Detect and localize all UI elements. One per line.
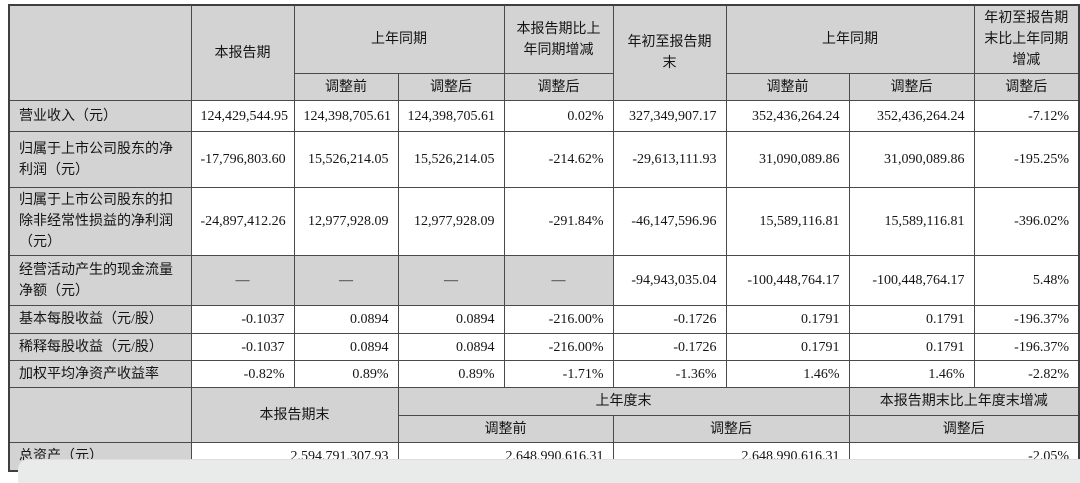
header-prior-year-end: 上年度末: [397, 387, 850, 416]
bottom-corner-cell: [8, 387, 192, 443]
value-cell: 1.46%: [725, 360, 850, 388]
subheader-before-adjustment: 调整前: [725, 73, 850, 101]
value-cell: 0.0894: [397, 305, 505, 334]
value-cell: 0.0894: [397, 333, 505, 361]
table-row-net-profit-excl-nonrecurring: 归属于上市公司股东的扣除非经常性损益的净利润（元） -24,897,412.26…: [8, 187, 1080, 256]
value-cell: -0.1037: [190, 333, 295, 361]
value-cell: -29,613,111.93: [612, 131, 727, 188]
value-cell: 31,090,089.86: [725, 131, 850, 188]
table-row-revenue: 营业收入（元） 124,429,544.95 124,398,705.61 12…: [8, 100, 1080, 132]
value-cell: 0.89%: [397, 360, 505, 388]
value-cell: -196.37%: [973, 333, 1080, 361]
value-cell: 31,090,089.86: [848, 131, 975, 188]
value-cell-empty: —: [397, 255, 505, 306]
value-cell: 0.1791: [848, 333, 975, 361]
value-cell: -196.37%: [973, 305, 1080, 334]
row-label: 基本每股收益（元/股）: [8, 305, 192, 334]
table-row-diluted-eps: 稀释每股收益（元/股） -0.1037 0.0894 0.0894 -216.0…: [8, 333, 1080, 361]
value-cell: 327,349,907.17: [612, 100, 727, 132]
value-cell: -17,796,803.60: [190, 131, 295, 188]
value-cell: 0.0894: [293, 333, 399, 361]
value-cell: -46,147,596.96: [612, 187, 727, 256]
value-cell: 352,436,264.24: [848, 100, 975, 132]
subheader-after-adjustment: 调整后: [848, 73, 975, 101]
header-ytd-period-end: 年初至报告期末: [612, 4, 727, 101]
value-cell: 15,526,214.05: [397, 131, 505, 188]
value-cell: -214.62%: [503, 131, 614, 188]
header-prior-year-same-period-2: 上年同期: [725, 4, 975, 74]
value-cell: 15,526,214.05: [293, 131, 399, 188]
value-cell: 12,977,928.09: [293, 187, 399, 256]
value-cell: -24,897,412.26: [190, 187, 295, 256]
value-cell: -195.25%: [973, 131, 1080, 188]
header-prior-year-same-period: 上年同期: [293, 4, 505, 74]
value-cell-empty: —: [190, 255, 295, 306]
row-label: 归属于上市公司股东的扣除非经常性损益的净利润（元）: [8, 187, 192, 256]
value-cell: -2.82%: [973, 360, 1080, 388]
value-cell: 5.48%: [973, 255, 1080, 306]
value-cell: 15,589,116.81: [725, 187, 850, 256]
value-cell: -216.00%: [503, 305, 614, 334]
subheader-after-adjustment: 调整后: [397, 73, 505, 101]
value-cell: 0.1791: [725, 333, 850, 361]
header-period-end-change: 本报告期末比上年度末增减: [848, 387, 1080, 416]
table-row-net-profit: 归属于上市公司股东的净利润（元） -17,796,803.60 15,526,2…: [8, 131, 1080, 188]
value-cell: -0.1037: [190, 305, 295, 334]
value-cell: 0.1791: [725, 305, 850, 334]
value-cell: 124,398,705.61: [293, 100, 399, 132]
value-cell: -291.84%: [503, 187, 614, 256]
row-label: 营业收入（元）: [8, 100, 192, 132]
value-cell: -1.36%: [612, 360, 727, 388]
value-cell: -7.12%: [973, 100, 1080, 132]
value-cell: -94,943,035.04: [612, 255, 727, 306]
row-label: 经营活动产生的现金流量净额（元）: [8, 255, 192, 306]
value-cell: 0.0894: [293, 305, 399, 334]
value-cell: 124,398,705.61: [397, 100, 505, 132]
bottom-scrollbar-track[interactable]: [18, 459, 1080, 483]
corner-cell: [8, 4, 192, 101]
value-cell: 124,429,544.95: [190, 100, 295, 132]
row-label: 加权平均净资产收益率: [8, 360, 192, 388]
subheader-before-adjustment: 调整前: [397, 415, 614, 443]
header-current-period-end: 本报告期末: [190, 387, 399, 443]
value-cell: 0.02%: [503, 100, 614, 132]
value-cell: -0.82%: [190, 360, 295, 388]
value-cell: -0.1726: [612, 305, 727, 334]
header-qoq-change: 本报告期比上年同期增减: [503, 4, 614, 74]
table-row-operating-cash-flow: 经营活动产生的现金流量净额（元） — — — — -94,943,035.04 …: [8, 255, 1080, 306]
financial-summary-table: 本报告期 上年同期 本报告期比上年同期增减 年初至报告期末 上年同期 年初至报告…: [8, 4, 1080, 472]
value-cell-empty: —: [503, 255, 614, 306]
value-cell: 12,977,928.09: [397, 187, 505, 256]
value-cell: 0.89%: [293, 360, 399, 388]
value-cell-empty: —: [293, 255, 399, 306]
value-cell: 15,589,116.81: [848, 187, 975, 256]
value-cell: -0.1726: [612, 333, 727, 361]
value-cell: -216.00%: [503, 333, 614, 361]
value-cell: 352,436,264.24: [725, 100, 850, 132]
subheader-after-adjustment: 调整后: [973, 73, 1080, 101]
table-row-basic-eps: 基本每股收益（元/股） -0.1037 0.0894 0.0894 -216.0…: [8, 305, 1080, 334]
value-cell: -1.71%: [503, 360, 614, 388]
row-label: 稀释每股收益（元/股）: [8, 333, 192, 361]
header-ytd-change: 年初至报告期末比上年同期增减: [973, 4, 1080, 74]
table-row-weighted-avg-roe: 加权平均净资产收益率 -0.82% 0.89% 0.89% -1.71% -1.…: [8, 360, 1080, 388]
subheader-before-adjustment: 调整前: [293, 73, 399, 101]
value-cell: 1.46%: [848, 360, 975, 388]
value-cell: -100,448,764.17: [725, 255, 850, 306]
subheader-after-adjustment: 调整后: [503, 73, 614, 101]
value-cell: -396.02%: [973, 187, 1080, 256]
header-current-period: 本报告期: [190, 4, 295, 101]
subheader-after-adjustment: 调整后: [848, 415, 1080, 443]
subheader-after-adjustment: 调整后: [612, 415, 850, 443]
row-label: 归属于上市公司股东的净利润（元）: [8, 131, 192, 188]
value-cell: 0.1791: [848, 305, 975, 334]
value-cell: -100,448,764.17: [848, 255, 975, 306]
